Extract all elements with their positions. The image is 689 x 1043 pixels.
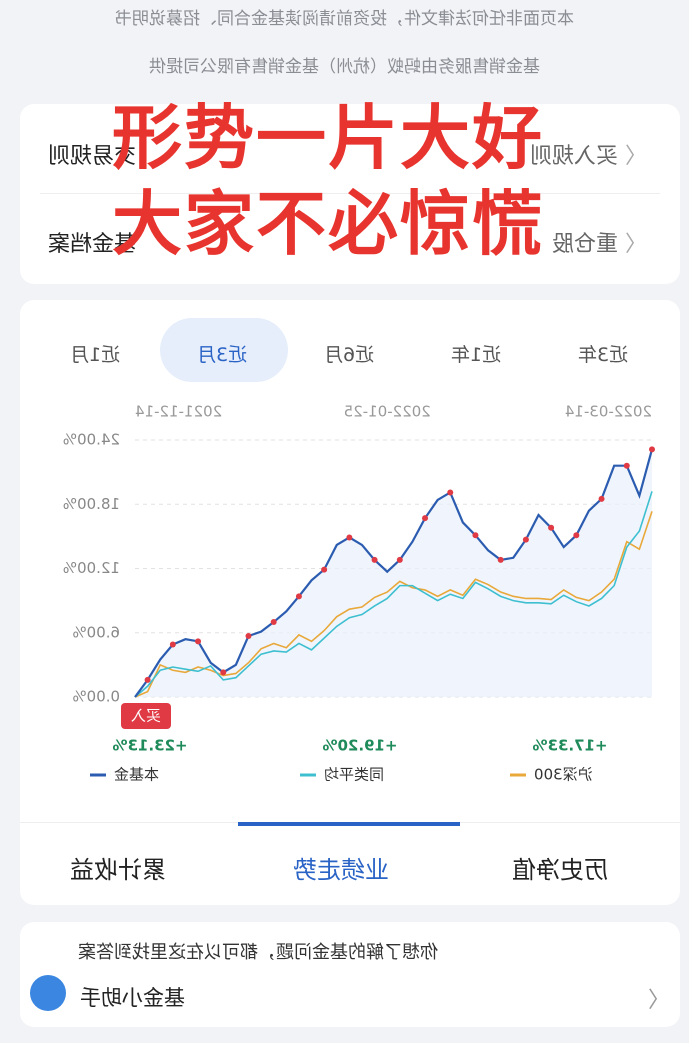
overlay-text: 大家不必惊慌 — [112, 183, 544, 265]
point-marker — [598, 495, 605, 502]
value-label: +23.13% — [112, 737, 187, 755]
y-tick-label: 18.00% — [63, 495, 120, 513]
value-label: +19.20% — [322, 737, 397, 755]
y-tick-label: 0.00% — [72, 688, 120, 706]
assistant-icon — [30, 975, 66, 1011]
x-tick-label: 2022-01-25 — [344, 403, 431, 421]
point-marker — [573, 532, 580, 539]
annotation: 买入 — [131, 707, 161, 725]
legend-label: 沪深300 — [534, 766, 593, 784]
legend-label: 同类平均 — [324, 766, 384, 784]
period-tab[interactable]: 近6月 — [323, 344, 375, 366]
y-tick-label: 6.00% — [72, 623, 120, 641]
point-marker — [169, 641, 176, 648]
bottom-tab[interactable]: 业绩走势 — [293, 856, 389, 884]
x-tick-label: 2022-03-14 — [565, 403, 652, 421]
point-marker — [422, 515, 429, 522]
bottom-tab[interactable]: 历史净值 — [512, 856, 608, 884]
chart: 0.00% 6.00% 12.00% 18.00% 24.00% 2021-12-14 20… — [63, 403, 655, 784]
assistant-title[interactable]: 基金小助手 — [80, 986, 185, 1010]
legend-label: 本基金 — [114, 766, 159, 784]
period-tab[interactable]: 近3月 — [196, 344, 248, 366]
period-tab[interactable]: 近1月 — [69, 344, 121, 366]
point-marker — [295, 593, 302, 600]
point-marker — [623, 462, 630, 469]
point-marker — [472, 532, 479, 539]
point-marker — [195, 638, 202, 645]
point-marker — [321, 566, 328, 573]
y-tick-label: 12.00% — [63, 559, 120, 577]
point-marker — [497, 556, 504, 563]
disclaimer: 本页面非任何法律文件，投资前请阅读基金合同、招募说明书 — [115, 9, 574, 29]
info-card — [20, 104, 680, 284]
chevron[interactable]: 〉 — [648, 988, 671, 1013]
series-line — [134, 511, 653, 698]
period-tab[interactable]: 近3年 — [577, 344, 629, 366]
series-line — [134, 491, 653, 698]
point-marker — [270, 619, 277, 626]
point-marker — [522, 536, 529, 543]
point-marker — [548, 524, 555, 531]
overlay-text: 形势一片大好 — [112, 97, 544, 179]
bottom-tab[interactable]: 累计收益 — [70, 856, 166, 884]
assistant-text: 你想了解的基金问题，都可以在这里找到答案 — [78, 942, 438, 963]
x-tick-label: 2021-12-14 — [135, 403, 222, 421]
point-marker — [220, 669, 227, 676]
row-value[interactable]: 重仓股 〉 — [552, 232, 648, 257]
y-tick-label: 24.00% — [63, 431, 120, 449]
point-marker — [144, 676, 151, 683]
value-label: +17.33% — [532, 737, 607, 755]
point-marker — [371, 556, 378, 563]
disclaimer: 基金销售服务由蚂蚁（杭州）基金销售有限公司提供 — [149, 57, 540, 77]
point-marker — [346, 534, 353, 541]
area-fill — [135, 449, 652, 697]
divider — [40, 193, 660, 194]
assistant-card — [20, 922, 680, 1027]
point-marker — [649, 446, 655, 453]
annotation-bg — [121, 703, 171, 729]
point-marker — [245, 632, 252, 639]
tab-indicator — [238, 822, 460, 826]
point-marker — [447, 489, 454, 496]
period-tab[interactable]: 近1年 — [450, 344, 502, 366]
point-marker — [396, 556, 403, 563]
tab-highlight — [160, 318, 288, 382]
row-value[interactable]: 买入规则 〉 — [530, 144, 648, 169]
